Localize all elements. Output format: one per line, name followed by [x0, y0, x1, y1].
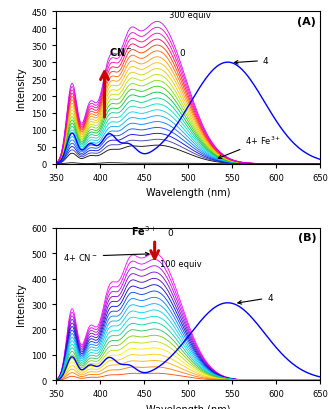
Text: 4: 4: [238, 294, 273, 304]
Text: 300 equiv: 300 equiv: [169, 11, 211, 20]
Text: 0: 0: [179, 49, 185, 58]
Y-axis label: Intensity: Intensity: [16, 283, 26, 326]
Text: (A): (A): [297, 17, 316, 27]
Text: 4+ CN$^-$: 4+ CN$^-$: [63, 251, 149, 262]
Y-axis label: Intensity: Intensity: [16, 67, 26, 110]
Text: CN$^-$: CN$^-$: [109, 46, 133, 58]
Text: 4: 4: [234, 57, 269, 66]
X-axis label: Wavelength (nm): Wavelength (nm): [146, 188, 230, 198]
Text: Fe$^{3+}$: Fe$^{3+}$: [131, 224, 157, 238]
Text: 100 equiv: 100 equiv: [160, 259, 202, 268]
Text: 4+ Fe$^{3+}$: 4+ Fe$^{3+}$: [218, 135, 281, 159]
Text: 0: 0: [167, 229, 173, 238]
Text: (B): (B): [298, 233, 316, 243]
X-axis label: Wavelength (nm): Wavelength (nm): [146, 404, 230, 409]
